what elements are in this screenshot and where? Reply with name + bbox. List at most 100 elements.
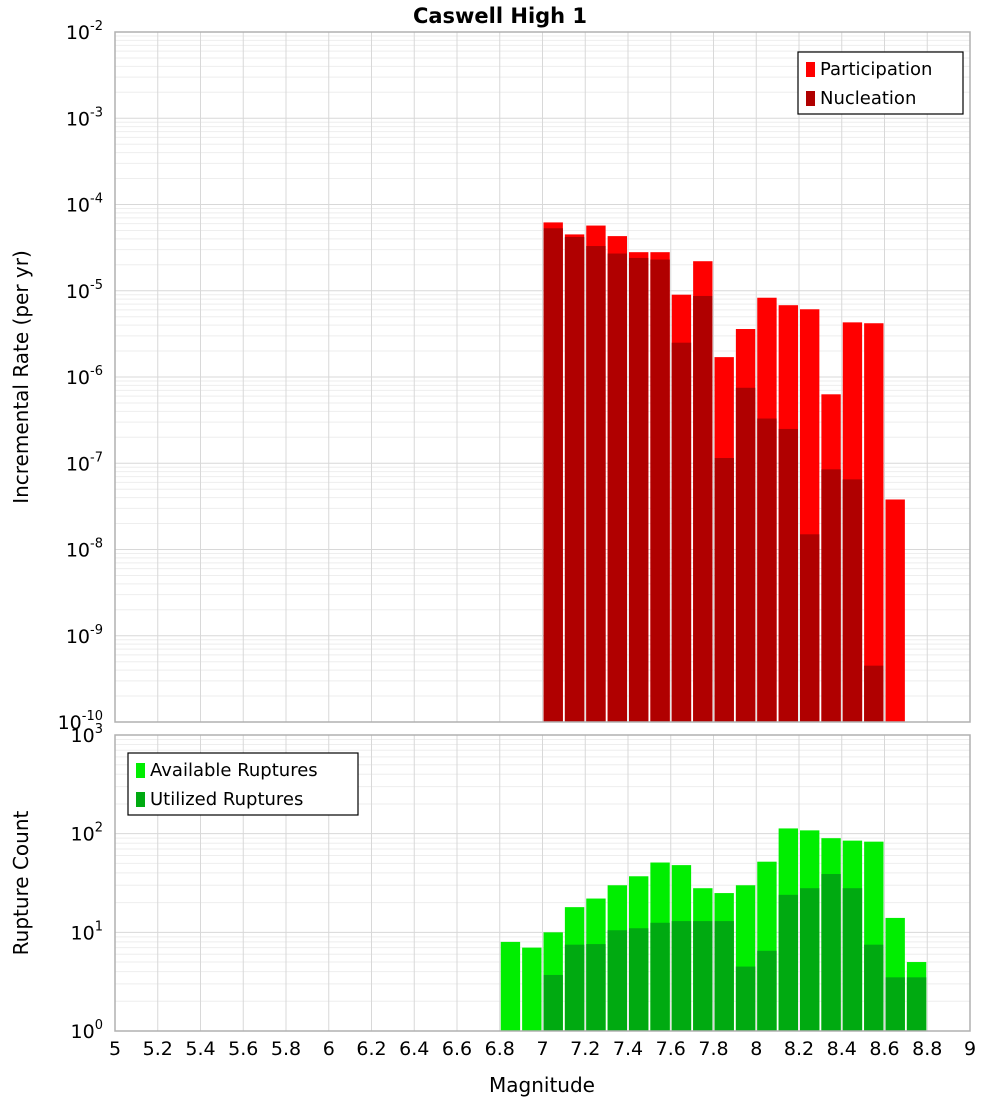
top-bar-nucleation <box>586 246 606 722</box>
bottom-plot-frame <box>114 734 971 1032</box>
svg-text:8.8: 8.8 <box>912 1038 942 1060</box>
svg-text:7.2: 7.2 <box>570 1038 600 1060</box>
bottom-bar-group <box>500 828 927 1031</box>
bottom-y-axis-label: Rupture Count <box>9 810 33 955</box>
bottom-bar-utilized <box>629 928 649 1031</box>
svg-text:5.6: 5.6 <box>228 1038 258 1060</box>
bottom-bar-utilized <box>671 921 692 1031</box>
svg-text:103: 103 <box>71 722 103 747</box>
top-legend-box <box>797 51 964 115</box>
svg-text:10-5: 10-5 <box>66 278 103 303</box>
svg-text:10-7: 10-7 <box>66 450 103 475</box>
bottom-bar-utilized <box>650 922 670 1031</box>
page-title: Caswell High 1 <box>413 4 587 28</box>
bottom-bar-utilized <box>757 950 777 1031</box>
top-bar-nucleation <box>650 259 670 722</box>
bottom-bar-utilized <box>906 977 927 1031</box>
bottom-y-tick-labels: 103 102 101 100 <box>71 722 103 1043</box>
bottom-bar-utilized <box>543 974 563 1031</box>
bottom-legend: Available Ruptures Utilized Ruptures <box>127 752 359 816</box>
svg-text:10-9: 10-9 <box>66 623 103 648</box>
svg-text:10-6: 10-6 <box>66 364 103 389</box>
top-y-tick-labels: 10-2 10-3 10-4 10-5 10-6 10-7 10-8 10-9 10-10 <box>58 19 103 734</box>
svg-text:100: 100 <box>71 1018 103 1043</box>
svg-text:10-10: 10-10 <box>58 709 103 734</box>
svg-text:10-8: 10-8 <box>66 537 103 562</box>
svg-text:5.4: 5.4 <box>185 1038 215 1060</box>
top-bar-nucleation <box>714 458 734 722</box>
bottom-bar-utilized <box>842 888 863 1031</box>
legend-label-participation: Participation <box>820 59 932 80</box>
svg-text:8.4: 8.4 <box>827 1038 857 1060</box>
svg-text:6.2: 6.2 <box>356 1038 386 1060</box>
svg-text:8: 8 <box>750 1038 762 1060</box>
legend-swatch-available <box>136 763 145 778</box>
top-bar-participation <box>864 323 884 722</box>
bottom-subplot: 103 102 101 100 5 5.2 5.4 5.6 5.8 6 6.2 6.4 6.6 6.8 7… <box>9 722 976 1097</box>
bottom-bar-available <box>522 947 542 1031</box>
svg-text:5.8: 5.8 <box>271 1038 301 1060</box>
bottom-bar-utilized <box>864 944 884 1031</box>
svg-text:7.8: 7.8 <box>698 1038 728 1060</box>
svg-text:5.2: 5.2 <box>143 1038 173 1060</box>
top-bar-nucleation <box>693 295 713 722</box>
top-bar-nucleation <box>543 228 563 723</box>
top-bar-nucleation <box>778 428 798 722</box>
x-tick-labels: 5 5.2 5.4 5.6 5.8 6 6.2 6.4 6.6 6.8 7 7.2 7.4 7.6 7.8 8… <box>109 1038 976 1060</box>
bottom-bar-utilized <box>564 944 585 1031</box>
legend-swatch-nucleation <box>806 91 815 106</box>
bottom-bar-utilized <box>821 874 841 1031</box>
svg-text:10-2: 10-2 <box>66 19 103 44</box>
svg-text:10-3: 10-3 <box>66 105 103 130</box>
svg-text:9: 9 <box>964 1038 976 1060</box>
top-y-axis-label: Incremental Rate (per yr) <box>9 250 33 504</box>
svg-text:7.4: 7.4 <box>613 1038 643 1060</box>
svg-text:6.6: 6.6 <box>442 1038 472 1060</box>
svg-text:7.6: 7.6 <box>656 1038 686 1060</box>
top-bar-nucleation <box>671 342 692 722</box>
top-bar-nucleation <box>757 418 777 722</box>
svg-text:102: 102 <box>71 821 103 846</box>
top-bar-nucleation <box>607 253 627 723</box>
top-bar-nucleation <box>629 257 649 722</box>
bottom-bar-utilized <box>714 921 734 1031</box>
x-axis-label: Magnitude <box>489 1073 595 1097</box>
bottom-bar-utilized <box>586 944 606 1031</box>
svg-text:8.2: 8.2 <box>784 1038 814 1060</box>
legend-swatch-participation <box>806 62 815 77</box>
top-plot-frame <box>114 31 971 723</box>
svg-text:101: 101 <box>71 919 103 944</box>
top-bar-group <box>543 222 905 723</box>
top-bar-participation <box>885 499 905 722</box>
bottom-bar-utilized <box>885 977 905 1031</box>
bottom-bar-utilized <box>800 888 820 1031</box>
svg-text:7: 7 <box>536 1038 548 1060</box>
legend-label-utilized: Utilized Ruptures <box>150 789 303 810</box>
bottom-bar-utilized <box>607 930 627 1031</box>
svg-text:5: 5 <box>109 1038 121 1060</box>
bottom-bar-utilized <box>778 894 798 1031</box>
top-bar-nucleation <box>735 387 756 722</box>
legend-label-nucleation: Nucleation <box>820 88 916 109</box>
svg-text:10-4: 10-4 <box>66 192 103 217</box>
bottom-bar-utilized <box>693 921 713 1031</box>
svg-text:6.4: 6.4 <box>399 1038 429 1060</box>
top-bar-nucleation <box>800 534 820 722</box>
legend-label-available: Available Ruptures <box>150 760 318 781</box>
bottom-bar-utilized <box>735 966 756 1031</box>
top-bar-nucleation <box>864 665 884 722</box>
bottom-legend-box <box>127 752 359 816</box>
svg-text:6: 6 <box>323 1038 335 1060</box>
top-subplot: 10-2 10-3 10-4 10-5 10-6 10-7 10-8 10-9 10-10 In… <box>9 19 971 734</box>
top-gridlines <box>114 31 971 723</box>
top-bar-nucleation <box>564 236 585 722</box>
top-bar-nucleation <box>821 469 841 722</box>
bottom-bar-available <box>500 941 521 1031</box>
svg-text:8.6: 8.6 <box>869 1038 899 1060</box>
top-legend: Participation Nucleation <box>797 51 964 115</box>
svg-text:6.8: 6.8 <box>485 1038 515 1060</box>
legend-swatch-utilized <box>136 792 145 807</box>
top-bar-nucleation <box>842 479 863 722</box>
